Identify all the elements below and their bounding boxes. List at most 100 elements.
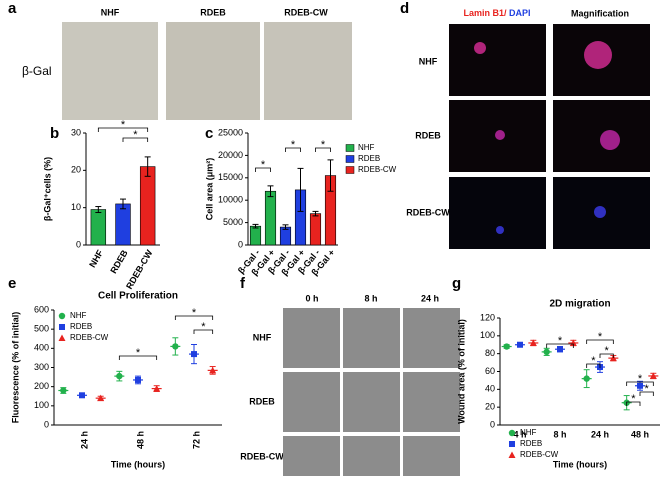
micrograph	[283, 372, 340, 432]
y-axis-label: Wound area (% of initial)	[456, 319, 466, 424]
y-tick-label: 100	[34, 400, 49, 410]
row-label: NHF	[419, 56, 438, 66]
significance-star: *	[645, 383, 650, 395]
marker	[583, 375, 590, 382]
legend-label: NHF	[70, 311, 87, 320]
x-tick-label: NHF	[87, 248, 105, 269]
micrograph	[343, 436, 400, 476]
marker	[508, 429, 516, 437]
marker	[60, 387, 67, 394]
column-label: Magnification	[571, 8, 629, 18]
y-tick-label: 300	[34, 362, 49, 372]
y-tick-label: 25000	[218, 127, 243, 137]
y-tick-label: 120	[480, 312, 495, 322]
micrograph	[343, 372, 400, 432]
row-label: RDEB-CW	[406, 207, 450, 217]
legend-label: RDEB-CW	[70, 333, 109, 342]
significance-bracket	[626, 401, 641, 406]
micrograph	[403, 436, 460, 476]
panel-label: g	[452, 275, 461, 292]
bar	[139, 166, 156, 246]
significance-bracket	[118, 355, 158, 360]
y-tick-label: 0	[238, 239, 243, 249]
stain-name: DAPI	[509, 8, 531, 18]
micrograph	[62, 22, 158, 120]
y-tick-label: 40	[485, 384, 495, 394]
x-tick-label: 4 h	[513, 429, 526, 439]
legend-label: NHF	[520, 428, 537, 437]
significance-star: *	[638, 373, 643, 385]
micrograph	[449, 24, 546, 96]
significance-star: *	[605, 345, 610, 357]
significance-bracket	[586, 363, 601, 368]
significance-star: *	[192, 307, 197, 319]
significance-bracket	[599, 353, 614, 358]
micrograph	[283, 308, 340, 368]
row-label: NHF	[253, 332, 272, 342]
row-label: RDEB	[249, 396, 275, 406]
column-label: NHF	[101, 7, 120, 17]
panel-label: b	[50, 125, 59, 142]
micrograph-grid	[283, 308, 460, 476]
y-tick-label: 0	[490, 419, 495, 429]
y-tick-label: 100	[480, 330, 495, 340]
significance-star: *	[291, 139, 296, 151]
marker	[649, 372, 657, 379]
significance-star: *	[201, 321, 206, 333]
x-tick-label: 24 h	[79, 431, 89, 449]
marker	[135, 376, 141, 383]
marker	[191, 351, 197, 358]
row-label: β-Gal	[22, 64, 52, 78]
stain-name: Lamin B1/	[463, 8, 507, 18]
significance-star: *	[631, 393, 636, 405]
legend-swatch	[345, 155, 355, 163]
legend-swatch	[345, 166, 355, 174]
significance-star: *	[121, 119, 126, 131]
significance-bracket	[546, 343, 574, 348]
y-tick-label: 500	[34, 324, 49, 334]
marker	[116, 372, 123, 380]
chart-title: Cell Proliferation	[98, 291, 178, 302]
column-label: 0 h	[305, 293, 318, 303]
nucleus	[474, 42, 486, 54]
panel-label: e	[8, 275, 16, 292]
y-tick-label: 10000	[218, 195, 243, 205]
row-label: RDEB	[415, 130, 441, 140]
legend-label: RDEB-CW	[520, 450, 559, 459]
significance-bracket	[255, 167, 271, 172]
micrograph	[403, 308, 460, 368]
legend-label: NHF	[358, 143, 375, 152]
x-tick-label: 48 h	[135, 431, 145, 449]
nucleus	[594, 206, 606, 218]
column-label: 24 h	[421, 293, 439, 303]
x-tick-label: 48 h	[631, 429, 649, 439]
micrograph	[343, 308, 400, 368]
significance-bracket	[285, 147, 301, 152]
marker	[503, 343, 510, 350]
significance-bracket	[586, 339, 614, 344]
y-tick-label: 20	[71, 165, 81, 175]
legend-swatch	[345, 144, 355, 152]
y-axis-label: Cell area (μm²)	[204, 158, 214, 221]
legend-label: RDEB-CW	[358, 165, 397, 174]
significance-star: *	[598, 331, 603, 343]
significance-bracket	[626, 381, 654, 386]
significance-bracket	[97, 127, 149, 132]
y-tick-label: 15000	[218, 172, 243, 182]
panel-label: f	[240, 275, 246, 292]
nucleus	[584, 41, 612, 69]
y-tick-label: 200	[34, 381, 49, 391]
y-tick-label: 600	[34, 304, 49, 314]
marker	[637, 382, 643, 389]
marker	[529, 339, 537, 346]
marker	[517, 341, 523, 348]
significance-star: *	[558, 335, 563, 347]
marker	[543, 348, 550, 356]
legend-label: RDEB	[358, 154, 380, 163]
y-tick-label: 30	[71, 127, 81, 137]
marker	[97, 394, 105, 402]
bar	[309, 213, 322, 246]
marker	[79, 392, 85, 399]
marker	[153, 385, 161, 392]
micrograph	[166, 22, 260, 120]
